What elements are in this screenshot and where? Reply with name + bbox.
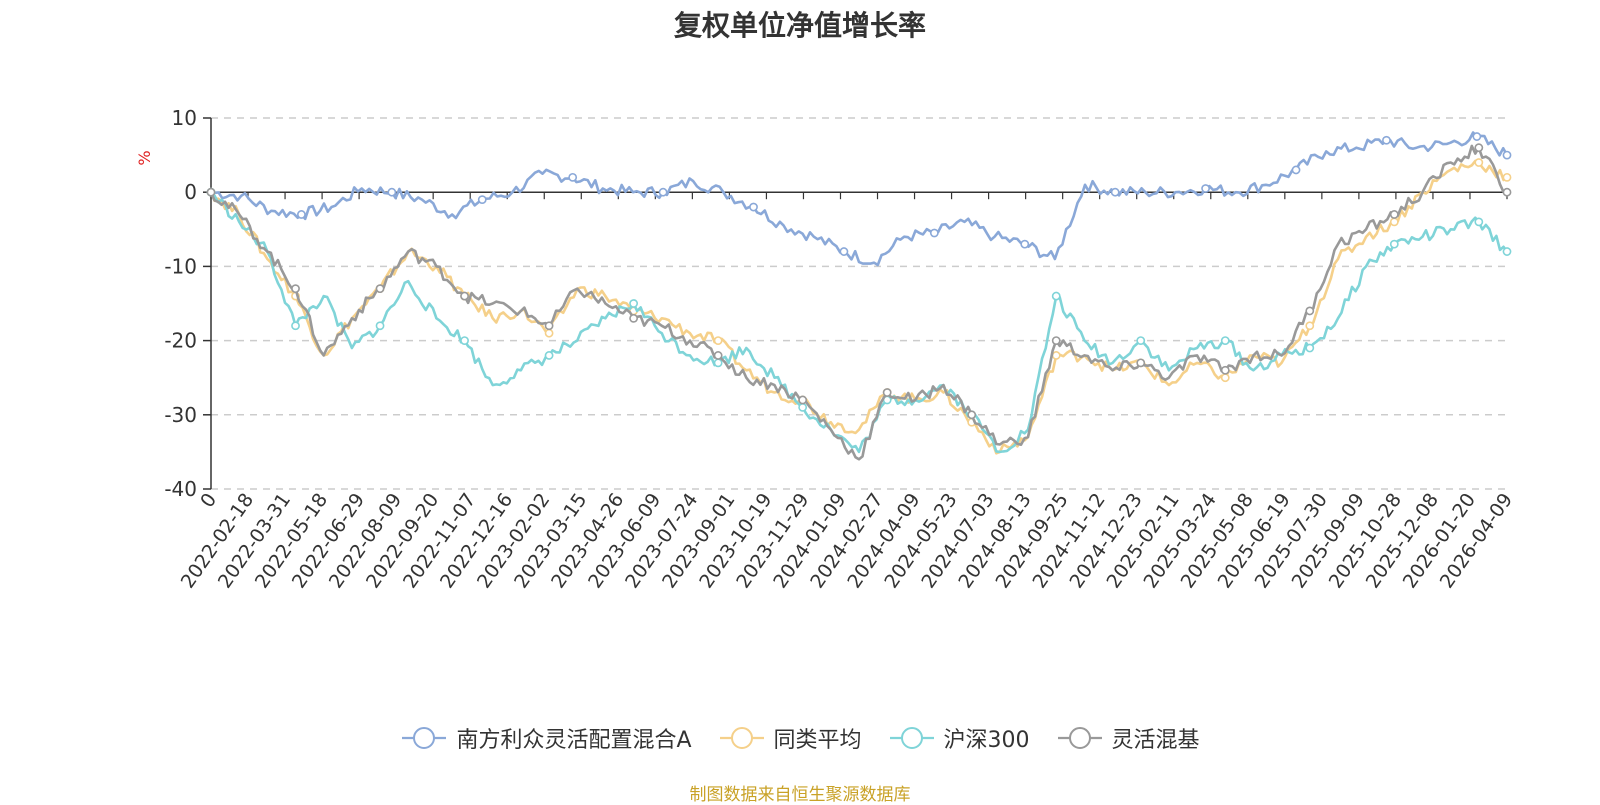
data-point	[1136, 336, 1146, 345]
data-point	[713, 336, 723, 345]
grid-lines	[211, 117, 1507, 490]
series-line	[210, 191, 1509, 454]
legend-marker-icon	[889, 727, 934, 749]
y-tick-label: -40	[164, 477, 197, 501]
data-point	[568, 172, 578, 182]
legend-marker-icon	[1057, 727, 1102, 749]
data-point	[713, 358, 723, 368]
data-point	[1472, 132, 1482, 141]
legend-label: 南方利众灵活配置混合A	[456, 728, 692, 753]
data-point	[658, 187, 668, 197]
data-point	[1502, 150, 1512, 160]
data-point	[882, 388, 892, 397]
legend-label: 灵活混基	[1111, 728, 1200, 753]
data-point	[544, 321, 554, 331]
data-point	[460, 291, 469, 301]
data-point	[477, 195, 487, 205]
y-tick-label: -30	[164, 403, 197, 427]
data-point	[629, 313, 639, 323]
y-tick-label: -20	[164, 329, 197, 353]
legend-label: 同类平均	[773, 728, 862, 753]
legend-circle	[900, 727, 923, 749]
data-point	[1474, 143, 1484, 153]
data-point	[375, 284, 385, 294]
data-point	[1291, 165, 1301, 175]
legend-item[interactable]: 灵活混基	[1056, 722, 1200, 754]
data-point	[1382, 135, 1391, 145]
x-tick-labels: 02022-02-182022-03-312022-05-182022-06-2…	[177, 489, 1517, 592]
data-source-note: 制图数据来自恒生聚源数据库	[689, 785, 911, 805]
data-point	[798, 395, 808, 405]
data-point	[544, 351, 554, 360]
data-point	[291, 284, 300, 294]
legend-marker-icon	[719, 727, 764, 749]
series-lines	[206, 131, 1512, 461]
data-point	[1110, 187, 1120, 197]
data-point	[713, 351, 723, 360]
data-point	[1502, 187, 1512, 197]
legend-circle	[1068, 727, 1091, 749]
data-point	[798, 402, 808, 412]
data-point	[1020, 239, 1030, 249]
data-point	[929, 228, 939, 238]
chart-title: 复权单位净值增长率	[673, 9, 926, 42]
data-point	[749, 202, 758, 212]
data-point	[460, 336, 469, 345]
legend-item[interactable]: 南方利众灵活配置混合A	[400, 722, 692, 754]
legend-circle	[413, 727, 436, 749]
data-point	[1305, 321, 1315, 331]
data-point	[1220, 373, 1230, 383]
data-point	[1474, 158, 1484, 167]
legend-label: 沪深300	[943, 728, 1030, 753]
data-point	[1474, 217, 1484, 227]
data-point	[297, 210, 306, 219]
data-point	[839, 247, 849, 256]
data-point	[1305, 343, 1315, 353]
legend-item[interactable]: 同类平均	[718, 722, 862, 754]
data-point	[1502, 247, 1512, 256]
data-point	[1502, 172, 1512, 182]
legend-marker-icon	[402, 727, 447, 749]
data-point	[1136, 358, 1146, 368]
x-tick-label: 0	[196, 489, 221, 512]
data-point	[1389, 217, 1399, 227]
data-point	[1389, 210, 1399, 219]
data-point	[1220, 336, 1230, 345]
data-point	[1051, 351, 1061, 360]
data-point	[967, 410, 977, 420]
series-line	[210, 131, 1509, 267]
y-tick-label: 0	[184, 180, 197, 204]
y-axis-label: %	[135, 150, 154, 165]
data-point	[387, 187, 397, 197]
data-point	[291, 321, 300, 331]
data-point	[1201, 184, 1211, 193]
y-tick-label: -10	[164, 254, 197, 278]
legend-circle	[730, 727, 753, 749]
legend-item[interactable]: 沪深300	[888, 722, 1030, 754]
data-point	[206, 187, 216, 197]
data-point	[1051, 336, 1061, 345]
data-point	[1305, 306, 1315, 316]
y-tick-label: 10	[172, 106, 197, 130]
data-point	[1389, 239, 1399, 249]
data-point	[1051, 291, 1061, 301]
legend: 南方利众灵活配置混合A 同类平均 沪深300 灵活混基	[0, 722, 1600, 754]
series-line	[209, 144, 1508, 461]
data-point	[629, 299, 639, 308]
data-point	[544, 328, 554, 338]
y-tick-labels: 10 0 -10 -20 -30 -40	[164, 106, 197, 501]
data-point	[375, 321, 385, 331]
data-point	[1220, 365, 1230, 375]
